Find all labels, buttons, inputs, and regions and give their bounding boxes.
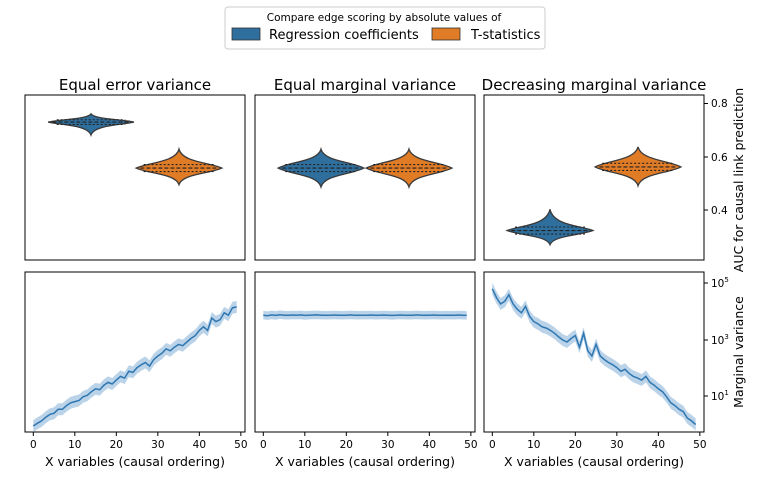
panel-title-equal-marginal-variance: Equal marginal variance [274, 76, 456, 94]
x-tick-label: 20 [110, 439, 123, 451]
x-tick-label: 10 [298, 439, 311, 451]
x-tick-label: 50 [693, 439, 706, 451]
x-tick-label: 50 [234, 439, 247, 451]
series-line [32, 306, 237, 427]
legend-label-regression: Regression coefficients [269, 28, 419, 43]
x-tick-label: 0 [489, 439, 496, 451]
x-tick-label: 10 [527, 439, 540, 451]
x-tick-label: 30 [610, 439, 623, 451]
series-line [263, 313, 467, 317]
auc-axis-label: AUC for causal link prediction [731, 88, 746, 272]
legend-swatch-tstat [431, 27, 461, 41]
x-tick-label: 20 [340, 439, 353, 451]
line-panel-equal-marginal-variance: 0 10 20 30 40 50 [260, 310, 478, 451]
y-tick-label-0.8: 0.8 [711, 98, 728, 110]
y-tick-label-1e1: 101 [711, 389, 729, 403]
violin-panel-equal-error-variance [47, 112, 224, 187]
confidence-band [492, 282, 696, 431]
legend-title: Compare edge scoring by absolute values … [267, 12, 502, 24]
line-panel-1-frame [24, 271, 246, 433]
confidence-band [33, 301, 237, 432]
marginal-variance-axis-label: Marginal variance [731, 296, 746, 408]
x-tick-label: 50 [464, 439, 477, 451]
line-panel-3-frame [483, 271, 705, 433]
violin-panel-equal-marginal-variance [276, 146, 454, 190]
violin-t-statistics [134, 146, 224, 187]
x-tick-label: 10 [68, 439, 81, 451]
x-tick-label: 40 [423, 439, 436, 451]
x-axis-label-panel-1: X variables (causal ordering) [45, 454, 225, 469]
legend-swatch-regression [231, 27, 261, 41]
x-tick-label: 0 [260, 439, 267, 451]
violin-panel-decreasing-marginal-variance [505, 146, 683, 247]
auc-axis: 0.8 0.6 0.4 AUC for causal link predicti… [704, 88, 746, 272]
y-tick-label-0.6: 0.6 [711, 152, 728, 164]
x-axis-label-panel-2: X variables (causal ordering) [275, 454, 455, 469]
x-tick-label: 0 [30, 439, 37, 451]
line-panel-decreasing-marginal-variance: 0 10 20 30 40 50 [489, 282, 707, 451]
y-tick-label-0.4: 0.4 [711, 205, 728, 217]
legend-frame [224, 6, 546, 50]
x-tick-label: 40 [193, 439, 206, 451]
x-tick-label: 20 [569, 439, 582, 451]
marginal-variance-axis: 105 103 101 Marginal variance [704, 276, 746, 408]
legend: Compare edge scoring by absolute values … [224, 6, 546, 50]
line-panel-equal-error-variance: 0 10 20 30 40 50 [30, 301, 248, 451]
violin-t-statistics [593, 146, 683, 189]
x-axis-label-panel-3: X variables (causal ordering) [504, 454, 684, 469]
violin-panel-3-frame [483, 94, 705, 261]
violin-panel-1-frame [24, 94, 246, 261]
violin-panel-2-frame [254, 94, 476, 261]
y-tick-label-1e5: 105 [711, 276, 729, 290]
x-tick-label: 40 [652, 439, 665, 451]
x-tick-label: 30 [381, 439, 394, 451]
panel-title-decreasing-marginal-variance: Decreasing marginal variance [482, 76, 707, 94]
series-line [491, 288, 697, 426]
y-tick-label-1e3: 103 [711, 333, 729, 347]
line-panel-2-frame [254, 271, 476, 433]
x-tick-label: 30 [151, 439, 164, 451]
legend-label-tstat: T-statistics [470, 28, 541, 43]
panel-title-equal-error-variance: Equal error variance [59, 76, 211, 94]
